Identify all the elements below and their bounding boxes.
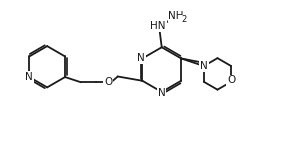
Text: N: N: [25, 72, 33, 82]
Text: N: N: [137, 53, 145, 63]
Text: O: O: [227, 75, 235, 85]
Text: HN: HN: [150, 21, 166, 31]
Text: NH: NH: [168, 11, 184, 21]
Text: N: N: [158, 88, 166, 98]
Text: N: N: [200, 61, 208, 71]
Text: O: O: [104, 77, 112, 87]
Text: 2: 2: [181, 15, 187, 24]
